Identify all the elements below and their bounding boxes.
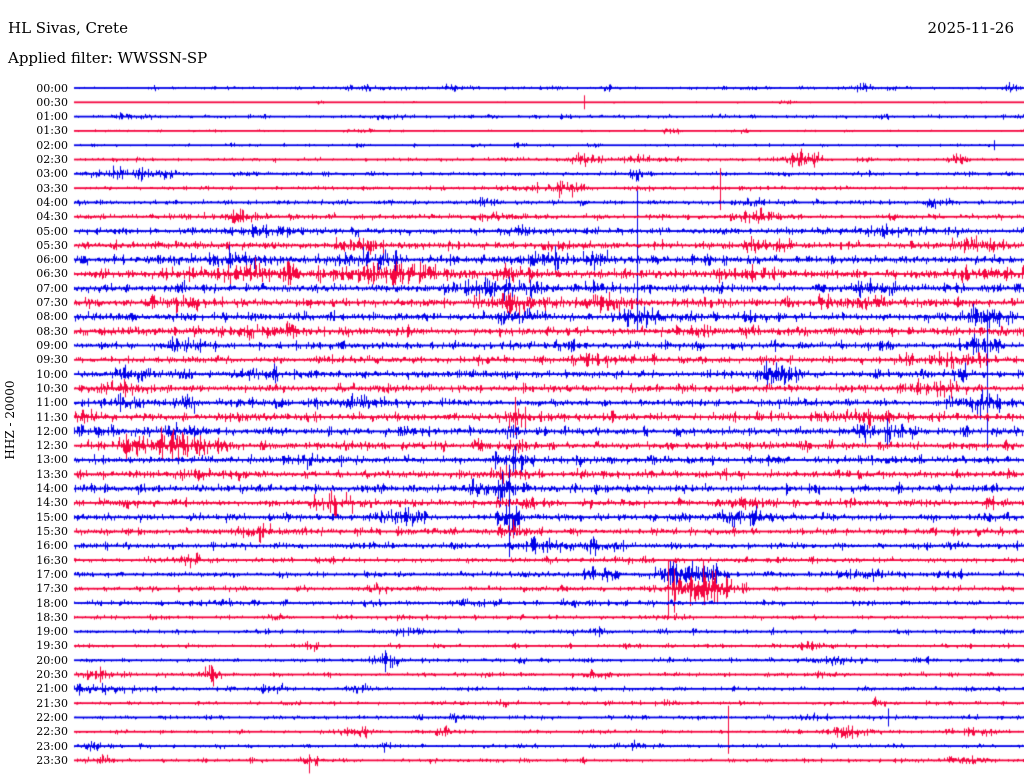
- row-time-label: 15:00: [36, 510, 68, 524]
- row-time-label: 05:00: [36, 224, 68, 238]
- row-time-label: 09:30: [36, 353, 68, 367]
- row-time-label: 02:00: [36, 138, 68, 152]
- row-time-label: 01:00: [36, 110, 68, 124]
- row-time-label: 14:30: [36, 496, 68, 510]
- row-time-label: 08:30: [36, 324, 68, 338]
- row-time-label: 11:30: [36, 410, 68, 424]
- filter-label: Applied filter: WWSSN-SP: [8, 49, 208, 67]
- row-time-label: 22:30: [36, 725, 68, 739]
- row-time-label: 07:00: [36, 281, 68, 295]
- row-time-label: 18:00: [36, 596, 68, 610]
- row-time-label: 14:00: [36, 482, 68, 496]
- row-time-label: 05:30: [36, 238, 68, 252]
- row-time-label: 13:30: [36, 467, 68, 481]
- row-time-label: 02:30: [36, 153, 68, 167]
- row-time-label: 20:30: [36, 668, 68, 682]
- row-time-label: 04:30: [36, 210, 68, 224]
- row-time-label: 08:00: [36, 310, 68, 324]
- row-time-label: 23:30: [36, 753, 68, 767]
- row-time-label: 03:30: [36, 181, 68, 195]
- row-time-label: 09:00: [36, 339, 68, 352]
- row-time-label: 12:30: [36, 439, 68, 453]
- row-time-label: 17:30: [36, 582, 68, 596]
- row-time-label: 13:00: [36, 453, 68, 467]
- row-time-label: 16:30: [36, 553, 68, 567]
- row-time-label: 21:00: [36, 682, 68, 696]
- row-time-label: 04:00: [36, 195, 68, 209]
- station-title: HL Sivas, Crete: [8, 19, 128, 37]
- row-time-label: 06:00: [36, 253, 68, 267]
- row-time-label: 12:00: [36, 424, 68, 438]
- row-time-label: 01:30: [36, 124, 68, 138]
- row-time-label: 23:00: [36, 739, 68, 753]
- row-time-label: 15:30: [36, 524, 68, 538]
- row-time-label: 07:30: [36, 296, 68, 310]
- row-time-label: 18:30: [36, 610, 68, 624]
- row-time-label: 00:30: [36, 95, 68, 109]
- row-time-label: 16:00: [36, 539, 68, 553]
- row-time-label: 10:00: [36, 367, 68, 381]
- row-time-label: 10:30: [36, 381, 68, 395]
- row-time-label: 06:30: [36, 267, 68, 281]
- row-time-label: 17:00: [36, 567, 68, 581]
- row-time-label: 19:00: [36, 625, 68, 639]
- row-time-label: 19:30: [36, 639, 68, 653]
- row-time-label: 11:00: [36, 396, 68, 410]
- row-time-label: 21:30: [36, 696, 68, 710]
- row-time-label: 00:00: [36, 81, 68, 95]
- plot-date: 2025-11-26: [927, 19, 1014, 37]
- row-time-label: 22:00: [36, 710, 68, 724]
- row-time-label: 03:00: [36, 167, 68, 181]
- row-time-label: 20:00: [36, 653, 68, 667]
